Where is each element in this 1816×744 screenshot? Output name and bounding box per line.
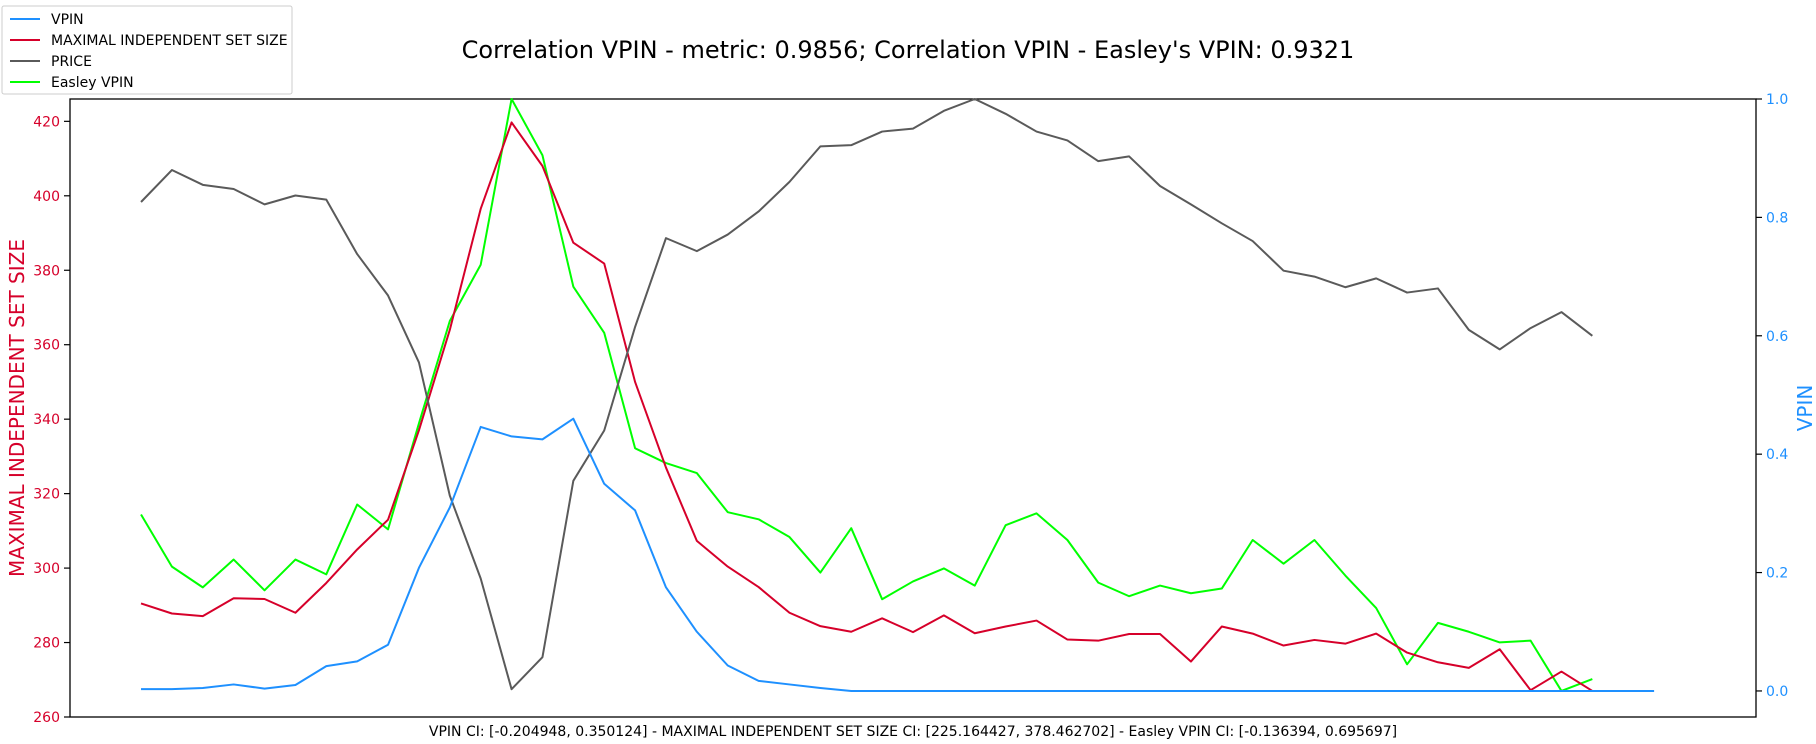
right-axis: 0.0 0.2 0.4 0.6 0.8 1.0 bbox=[1756, 92, 1788, 700]
series-line-maximal-independent-set-size bbox=[140, 121, 1593, 692]
right-tick-label: 0.8 bbox=[1766, 210, 1788, 226]
left-axis: 260 280 300 320 340 360 380 400 420 bbox=[33, 114, 70, 726]
left-tick-label: 400 bbox=[33, 189, 60, 205]
chart-title: Correlation VPIN - metric: 0.9856; Corre… bbox=[462, 36, 1355, 64]
left-tick-label: 420 bbox=[33, 114, 60, 130]
series-lines bbox=[140, 98, 1655, 692]
left-tick-label: 380 bbox=[33, 263, 60, 279]
right-axis-label: VPIN bbox=[1793, 385, 1816, 432]
right-tick-label: 0.2 bbox=[1766, 566, 1788, 582]
series-line-vpin bbox=[141, 417, 1655, 692]
legend-label-easley-vpin: Easley VPIN bbox=[51, 75, 134, 91]
legend[interactable]: VPIN MAXIMAL INDEPENDENT SET SIZE PRICE Eas… bbox=[1, 5, 293, 95]
left-tick-label: 260 bbox=[33, 710, 60, 726]
left-tick-label: 360 bbox=[33, 338, 60, 354]
left-tick-label: 280 bbox=[33, 636, 60, 652]
right-tick-label: 0.0 bbox=[1766, 684, 1788, 700]
legend-label-maximal-independent-set-size: MAXIMAL INDEPENDENT SET SIZE bbox=[51, 33, 288, 49]
left-tick-label: 320 bbox=[33, 487, 60, 503]
left-tick-label: 340 bbox=[33, 412, 60, 428]
left-tick-label: 300 bbox=[33, 561, 60, 577]
right-tick-label: 1.0 bbox=[1766, 92, 1788, 108]
legend-label-vpin: VPIN bbox=[51, 12, 84, 28]
left-axis-label: MAXIMAL INDEPENDENT SET SIZE bbox=[5, 239, 29, 577]
legend-box bbox=[1, 5, 293, 95]
plot-frame bbox=[69, 98, 1757, 718]
chart-footer: VPIN CI: [-0.204948, 0.350124] - MAXIMAL… bbox=[429, 724, 1397, 740]
right-tick-label: 0.4 bbox=[1766, 447, 1788, 463]
right-tick-label: 0.6 bbox=[1766, 329, 1788, 345]
series-line-price bbox=[140, 98, 1593, 691]
series-line-easley-vpin bbox=[140, 98, 1593, 692]
legend-label-price: PRICE bbox=[51, 54, 92, 70]
